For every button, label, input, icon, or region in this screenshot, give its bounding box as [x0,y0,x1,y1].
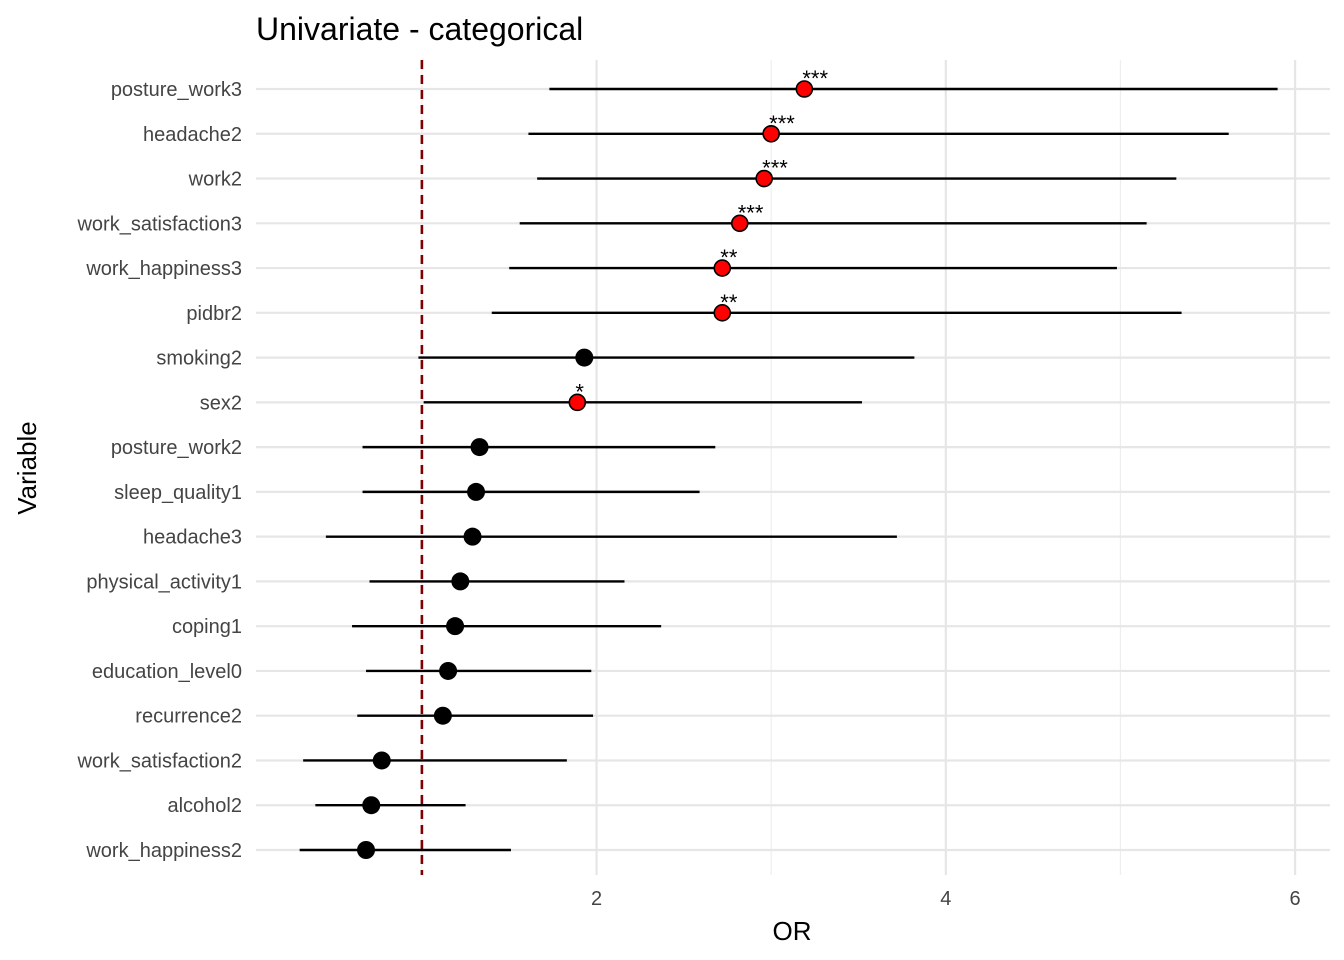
x-axis-tick-labels: 2 4 6 [591,888,1301,910]
x-tick-label: 2 [591,888,602,910]
x-axis-title: OR [773,916,812,946]
x-tick-label: 4 [940,888,951,910]
or-point [357,841,376,859]
or-point [755,169,773,188]
y-tick-label: smoking2 [156,348,242,370]
odds-ratio-points [357,80,814,859]
y-tick-label: work_happiness3 [85,258,242,280]
y-axis-title: Variable [12,421,42,514]
y-tick-label: education_level0 [92,661,242,683]
or-point [568,393,587,412]
y-tick-label: posture_work3 [111,79,242,101]
y-tick-label: work_satisfaction2 [76,750,242,772]
grid [256,60,1330,875]
y-tick-label: sleep_quality1 [114,482,242,504]
y-tick-label: work_happiness2 [85,840,242,862]
or-point [470,438,489,457]
or-point [446,617,465,636]
confidence-intervals [299,87,1278,852]
significance-label: *** [802,66,828,91]
or-point [795,80,814,98]
y-tick-label: recurrence2 [135,706,242,728]
y-tick-label: pidbr2 [186,303,242,325]
or-point [467,482,486,501]
or-point [713,259,732,277]
y-tick-label: sex2 [200,392,242,414]
significance-label: *** [738,200,764,225]
y-tick-label: coping1 [172,616,242,638]
significance-label: *** [762,156,788,181]
significance-labels: ***************** [575,66,828,404]
y-tick-label: physical_activity1 [86,571,242,593]
significance-label: *** [769,111,795,136]
or-point [730,214,749,233]
x-tick-label: 6 [1290,888,1301,910]
y-tick-label: work2 [188,169,242,191]
y-tick-label: alcohol2 [167,795,242,817]
significance-label: ** [720,290,738,315]
significance-label: ** [720,245,738,270]
or-point [762,124,780,143]
chart-title: Univariate - categorical [256,11,583,47]
or-point [372,751,391,770]
or-point [439,661,458,680]
or-point [713,304,732,322]
y-tick-label: headache3 [143,527,242,549]
or-point [463,527,482,546]
y-tick-label: headache2 [143,124,242,146]
or-point [362,796,381,815]
or-point [451,572,470,591]
or-point [575,348,594,367]
or-point [433,706,452,725]
significance-label: * [575,379,584,404]
y-axis-tick-labels: posture_work3 headache2 work2 work_satisfac… [76,79,242,862]
y-tick-label: work_satisfaction3 [76,213,242,235]
y-tick-label: posture_work2 [111,437,242,459]
